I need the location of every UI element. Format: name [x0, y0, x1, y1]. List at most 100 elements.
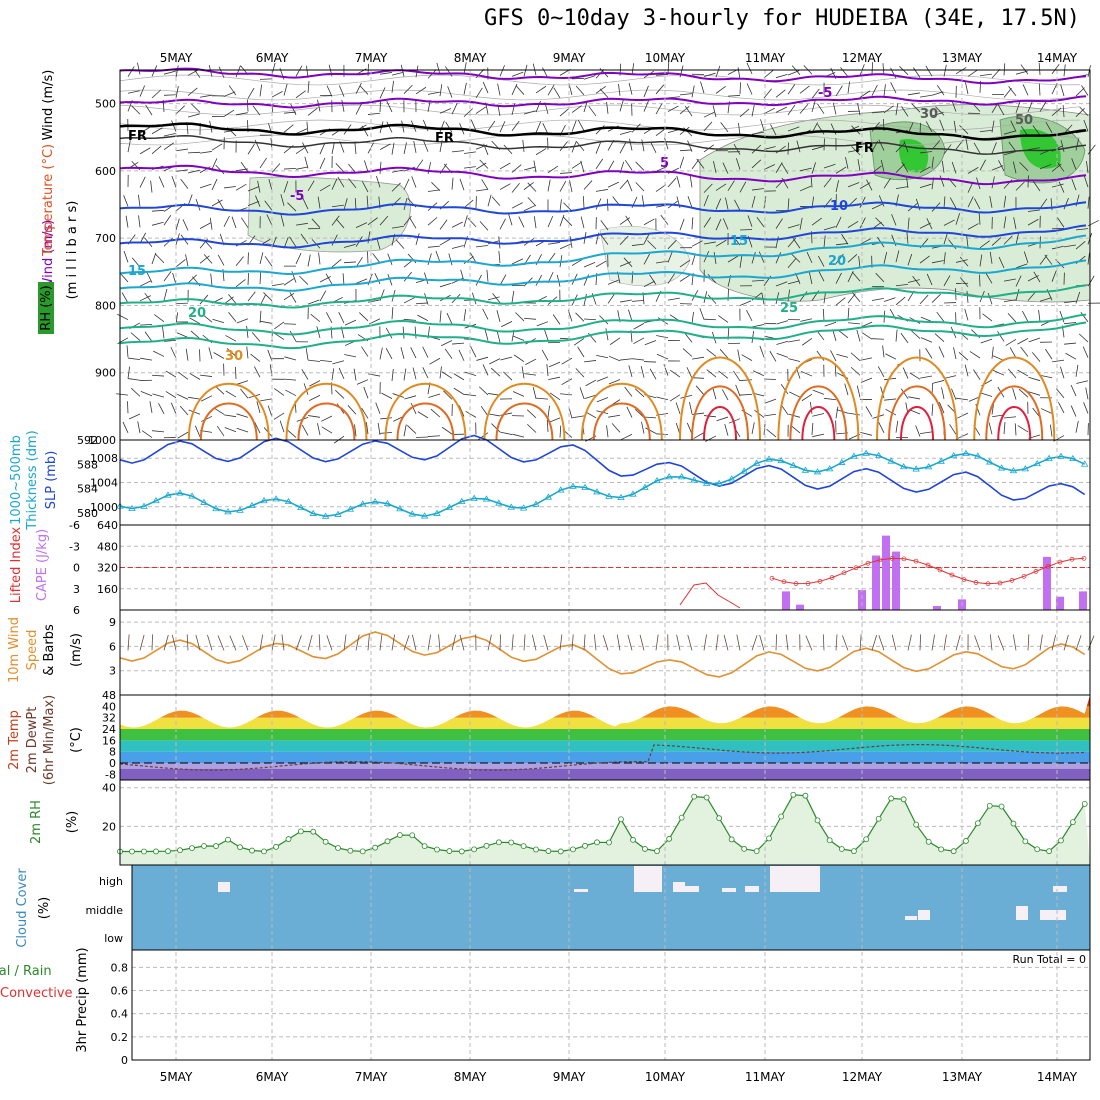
wind-barb	[354, 197, 357, 210]
wind-barb	[991, 237, 1002, 246]
wind-barb	[991, 142, 997, 154]
wind-barb	[851, 271, 861, 282]
wind-barb	[584, 394, 597, 400]
wind-barb	[595, 189, 608, 192]
wind-barb	[885, 353, 897, 360]
wind-barb	[307, 634, 313, 651]
wind-barb	[515, 85, 525, 95]
temp-contour	[119, 284, 1087, 309]
temp-contour	[900, 406, 934, 441]
wind-barb	[997, 635, 1005, 651]
rh-legend-swatch	[38, 282, 54, 334]
wind-barb	[885, 408, 897, 416]
wind-barb	[943, 634, 947, 651]
thickness-line-marker	[164, 491, 172, 498]
wind-barb	[799, 185, 812, 192]
wind-barb	[679, 93, 692, 96]
wind-barb	[512, 433, 525, 438]
wind-barb	[162, 326, 165, 339]
thickness-line-marker	[937, 457, 945, 464]
wind-barb	[967, 223, 979, 230]
wind-barb	[878, 421, 885, 433]
day-label-bottom: 14MAY	[1037, 1070, 1078, 1084]
wind-barb	[628, 365, 633, 377]
wind-barb	[878, 139, 885, 151]
wind-barb	[1055, 388, 1065, 399]
wind-barb	[235, 65, 241, 78]
wind-barb	[496, 330, 501, 343]
wind-barb	[308, 415, 321, 418]
thickness-line-marker	[519, 504, 528, 511]
wind-barb	[689, 175, 693, 188]
wind-barb	[321, 415, 333, 422]
wind-barb	[223, 91, 236, 97]
wind-barb	[137, 421, 141, 434]
wind-barb	[500, 356, 513, 361]
wind-barb	[187, 113, 200, 118]
thickness-line-marker	[912, 465, 920, 472]
wind-barb	[240, 388, 249, 399]
cloud-block	[218, 882, 230, 892]
rh-contour	[119, 89, 1081, 101]
wind-barb	[633, 337, 645, 345]
wind-barb	[900, 388, 909, 399]
wind-barb	[131, 257, 141, 268]
wind-barb	[523, 634, 526, 651]
wind-barb	[153, 350, 165, 357]
wind-barb	[274, 321, 285, 330]
temp-contour	[580, 382, 663, 441]
wind-barb	[547, 165, 559, 174]
wind-barb	[781, 177, 789, 189]
wind-barb	[523, 205, 536, 212]
wind-barb	[967, 196, 974, 208]
wind-barb	[475, 87, 483, 99]
temp-contour	[119, 201, 1087, 216]
wind-speed-line	[119, 631, 1086, 678]
temp-contour	[691, 385, 749, 441]
wind-barb	[331, 204, 344, 208]
rh-marker	[888, 795, 895, 802]
contour-label: 20	[188, 306, 206, 321]
li-marker	[853, 565, 859, 571]
wind-barb	[213, 407, 225, 415]
wind-barb	[1087, 275, 1095, 287]
wind-barb	[991, 120, 995, 133]
wind-barb	[715, 634, 719, 651]
wind-barb	[712, 105, 717, 118]
wind-barb	[542, 123, 549, 135]
wind-barb	[739, 393, 753, 396]
wind-barb	[571, 77, 585, 80]
wind-barb	[621, 433, 633, 440]
wind-barb	[602, 635, 609, 651]
wind-barb	[635, 161, 645, 171]
wind-barb	[320, 359, 333, 363]
wind-barb	[215, 164, 225, 175]
wind-barb	[319, 157, 326, 169]
wind-barb	[1075, 138, 1080, 151]
wind-barb	[775, 218, 783, 229]
wind-barb	[372, 253, 381, 264]
wind-barb	[257, 180, 261, 193]
rh-marker	[372, 844, 379, 851]
wind-barb	[158, 402, 165, 414]
axis-label-temp: Temperature (°C)	[41, 144, 56, 257]
wind-barb	[163, 634, 169, 651]
y-tick-label: 6	[109, 640, 116, 653]
wind-barb	[679, 106, 690, 115]
y-tick-label: 0	[121, 1054, 128, 1067]
wind-barb	[931, 634, 935, 651]
wind-barb	[703, 183, 713, 193]
wind-barb	[267, 349, 273, 362]
wind-barb	[428, 435, 441, 437]
wind-barb	[836, 353, 849, 358]
wind-barb	[824, 321, 837, 327]
wind-barb	[583, 293, 587, 306]
rh-marker	[666, 835, 673, 842]
wind-barb	[799, 104, 809, 114]
wind-barb	[348, 178, 357, 189]
wind-barb	[283, 83, 288, 96]
wind-barb	[763, 69, 774, 79]
wind-barb	[445, 66, 453, 77]
wind-barb	[706, 369, 717, 378]
wind-barb	[338, 312, 345, 324]
